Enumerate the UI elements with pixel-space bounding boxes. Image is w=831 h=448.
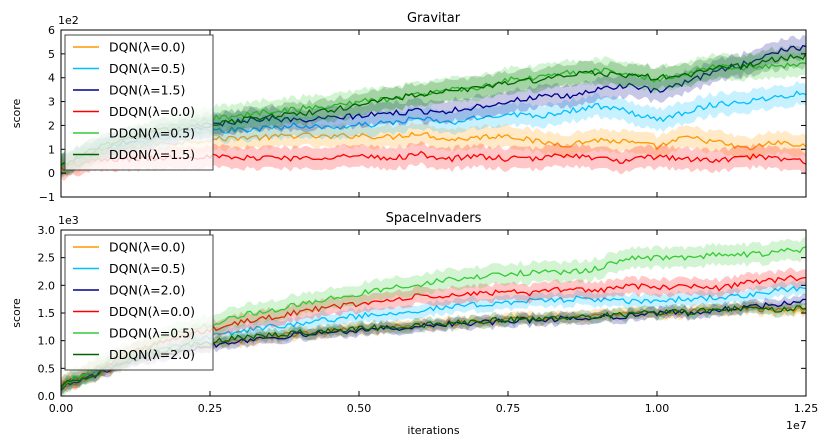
legend-label: DQN(λ=0.0)	[109, 40, 185, 55]
legend-label: DQN(λ=1.5)	[109, 83, 185, 98]
y-tick-label: 1	[48, 143, 55, 156]
chart-title: SpaceInvaders	[386, 211, 482, 226]
y-tick-label: −1	[39, 191, 55, 204]
series-band-0-0	[61, 121, 806, 179]
series-band-0-3	[61, 140, 806, 181]
x-scale-label: 1e7	[786, 419, 807, 432]
y-axis-label: score	[10, 98, 23, 128]
series-band-0-5	[61, 42, 806, 176]
legend-label: DDQN(λ=1.5)	[109, 147, 195, 162]
series-band-0-2	[61, 34, 806, 176]
y-tick-label: 1.0	[38, 335, 56, 348]
y-tick-label: 2.5	[38, 252, 56, 265]
y-scale-label: 1e2	[58, 14, 79, 27]
legend-label: DDQN(λ=0.5)	[109, 126, 195, 141]
legend-label: DDQN(λ=0.0)	[109, 104, 195, 119]
y-tick-label: 0.5	[38, 362, 56, 375]
x-tick-label: 0.25	[198, 402, 223, 415]
y-tick-label: 0.0	[38, 390, 56, 403]
legend-label: DDQN(λ=0.0)	[109, 304, 195, 319]
y-tick-label: 2.0	[38, 279, 56, 292]
y-tick-label: 4	[48, 72, 55, 85]
x-tick-label: 0.75	[496, 402, 521, 415]
x-axis-label: iterations	[407, 424, 459, 437]
chart-title: Gravitar	[407, 11, 461, 26]
series-band-0-1	[61, 80, 806, 177]
legend-label: DQN(λ=0.5)	[109, 61, 185, 76]
series-band-0-4	[61, 51, 806, 177]
x-tick-label: 0.00	[49, 402, 74, 415]
y-axis-label: score	[10, 298, 23, 328]
y-tick-label: 5	[48, 48, 55, 61]
y-tick-label: 6	[48, 24, 55, 37]
legend-box-0	[64, 34, 214, 171]
y-tick-label: 2	[48, 119, 55, 132]
y-tick-label: 3	[48, 96, 55, 109]
legend-label: DQN(λ=2.0)	[109, 283, 185, 298]
legend-box-1	[64, 234, 214, 371]
plot-area-0	[61, 34, 806, 181]
x-tick-label: 1.25	[794, 402, 819, 415]
x-tick-label: 1.00	[645, 402, 670, 415]
legend-label: DDQN(λ=2.0)	[109, 347, 195, 362]
axes-frame-0	[60, 29, 807, 198]
x-tick-label: 0.50	[347, 402, 372, 415]
y-tick-label: 1.5	[38, 307, 56, 320]
y-tick-label: 3.0	[38, 224, 56, 237]
legend-label: DQN(λ=0.5)	[109, 261, 185, 276]
y-scale-label: 1e3	[58, 214, 79, 227]
legend-label: DDQN(λ=0.5)	[109, 326, 195, 341]
legend-label: DQN(λ=0.0)	[109, 240, 185, 255]
y-tick-label: 0	[48, 167, 55, 180]
